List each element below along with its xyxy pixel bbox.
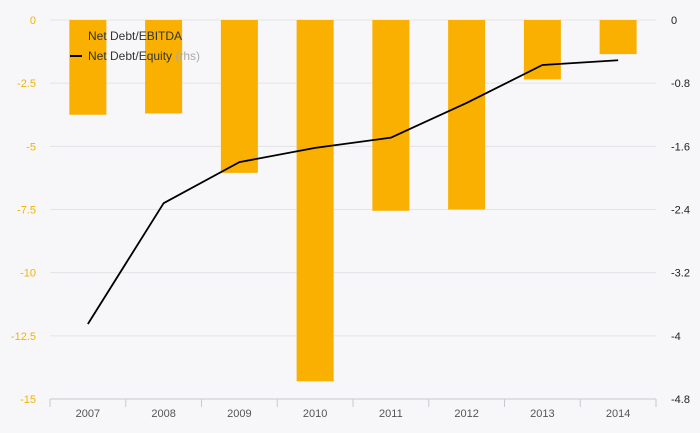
bar-2007	[69, 20, 107, 115]
left-tick-label: -7.5	[17, 205, 36, 217]
bar-2014	[599, 20, 637, 55]
bar-2013	[523, 20, 561, 80]
left-tick-label: -15	[20, 394, 36, 406]
gridlines	[50, 19, 656, 400]
x-axis-ticks: 2007 2008 2009 2010 2011 2012 2013 2014	[76, 408, 631, 420]
left-tick-label: -10	[20, 268, 36, 280]
bar-2010	[296, 20, 334, 382]
x-tick-label: 2010	[303, 408, 327, 420]
axes	[49, 398, 657, 407]
x-tick-label: 2013	[530, 408, 554, 420]
legend-label-equity: Net Debt/Equity (rhs)	[88, 49, 200, 63]
right-axis-ticks: 0 -0.8 -1.6 -2.4 -3.2 -4 -4.8	[671, 15, 690, 406]
x-tick-label: 2011	[379, 408, 403, 420]
left-tick-label: -5	[26, 141, 36, 153]
legend-rhs-suffix: (rhs)	[175, 49, 200, 63]
line-series	[87, 59, 619, 325]
x-tick-label: 2007	[76, 408, 100, 420]
right-tick-label: -4.8	[671, 394, 690, 406]
x-tick-label: 2014	[606, 408, 630, 420]
right-tick-label: -2.4	[671, 205, 690, 217]
bar-series	[69, 20, 637, 382]
right-tick-label: -0.8	[671, 78, 690, 90]
legend-label-ebitda: Net Debt/EBITDA	[88, 29, 182, 43]
right-tick-label: 0	[671, 15, 677, 27]
bar-2011	[372, 20, 410, 211]
right-tick-label: -4	[671, 331, 681, 343]
line-net-debt-equity	[87, 59, 619, 325]
left-tick-label: -2.5	[17, 78, 36, 90]
legend: Net Debt/EBITDA Net Debt/Equity (rhs)	[70, 29, 200, 63]
right-tick-label: -3.2	[671, 268, 690, 280]
bar-2009	[220, 20, 258, 173]
left-tick-label: -12.5	[11, 331, 36, 343]
x-tick-label: 2012	[454, 408, 478, 420]
bar-2012	[448, 20, 486, 210]
left-tick-label: 0	[30, 15, 36, 27]
x-tick-label: 2008	[151, 408, 175, 420]
right-tick-label: -1.6	[671, 141, 690, 153]
bar-2008	[145, 20, 183, 114]
left-axis-ticks: 0 -2.5 -5 -7.5 -10 -12.5 -15	[11, 15, 36, 406]
x-tick-label: 2009	[227, 408, 251, 420]
